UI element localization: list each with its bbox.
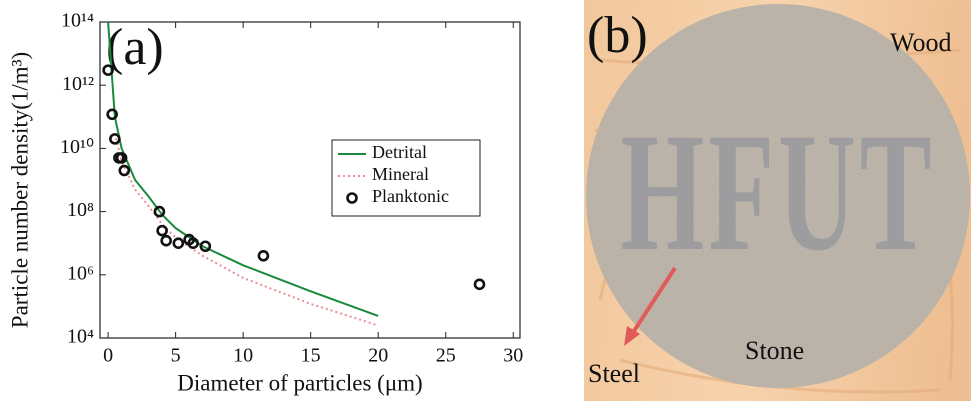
photo-label: Stone (745, 336, 804, 365)
figure: 0 5 10 15 20 25 30 10⁴ 10⁶ 10⁸ 10¹⁰ 10¹² 10¹⁴ Diamete… (0, 0, 971, 401)
y-tick-label: 10¹⁴ (61, 10, 94, 32)
legend-label: Mineral (372, 164, 429, 184)
x-axis-label: Diameter of particles (μm) (177, 370, 422, 395)
logo-text: HFUT (621, 98, 936, 286)
panel-label: (b) (587, 7, 648, 64)
data-point (158, 226, 167, 235)
y-tick-label: 10¹² (62, 73, 94, 95)
legend-label: Planktonic (372, 186, 449, 206)
photo-label: Steel (588, 359, 640, 388)
panel-label: (a) (106, 19, 164, 76)
chart-a: 0 5 10 15 20 25 30 10⁴ 10⁶ 10⁸ 10¹⁰ 10¹² 10¹⁴ Diamete… (7, 10, 523, 396)
x-tick-label: 30 (503, 345, 523, 367)
x-tick-label: 15 (301, 345, 321, 367)
y-axis-label: Particle number density(1/m³) (7, 52, 32, 328)
y-tick-label: 10⁴ (67, 326, 94, 348)
x-tick-label: 10 (233, 345, 253, 367)
y-tick-label: 10⁶ (67, 262, 94, 284)
y-tick-label: 10¹⁰ (60, 136, 94, 158)
photo-label: Wood (890, 28, 951, 57)
x-tick-label: 0 (103, 345, 113, 367)
legend-label: Detrital (372, 142, 427, 162)
data-point (162, 236, 171, 245)
data-point (110, 134, 119, 143)
x-tick-label: 20 (368, 345, 388, 367)
y-tick-label: 10⁸ (67, 199, 94, 221)
data-point (259, 251, 268, 260)
x-tick-label: 5 (171, 345, 181, 367)
x-tick-label: 25 (436, 345, 456, 367)
data-point (475, 280, 484, 289)
photo-panel: HFUT (b) Wood Stone Steel (584, 0, 971, 401)
